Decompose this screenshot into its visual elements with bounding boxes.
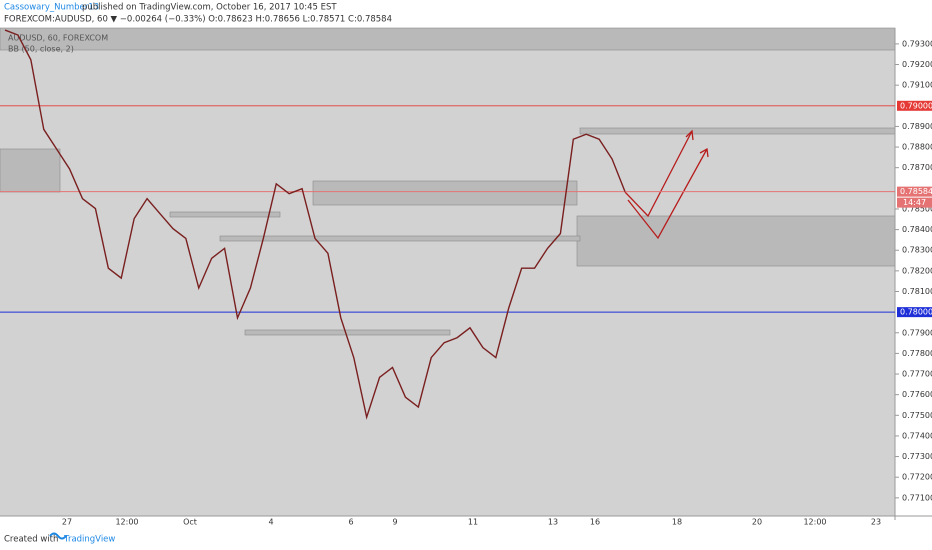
zones <box>0 27 896 336</box>
price-label: 0.78000 <box>900 308 932 317</box>
x-tick-label: 11 <box>468 518 478 527</box>
y-tick-label: 0.78700 <box>902 163 932 172</box>
footer-text: Created with <box>4 535 58 545</box>
y-tick-label: 0.79200 <box>902 60 932 69</box>
y-tick-label: 0.78800 <box>902 143 932 152</box>
price-label: 0.78584 <box>900 187 932 196</box>
price-line <box>4 29 626 420</box>
zone <box>579 127 896 135</box>
y-tick-label: 0.77100 <box>902 493 932 502</box>
y-tick-label: 0.78900 <box>902 122 932 131</box>
x-tick-label: 18 <box>672 518 682 527</box>
x-tick-label: 12:00 <box>803 518 826 527</box>
zone <box>219 235 581 242</box>
y-tick-label: 0.77600 <box>902 390 932 399</box>
x-tick-label: 27 <box>62 518 72 527</box>
legend: AUDUSD, 60, FOREXCOM <box>8 34 108 43</box>
y-tick-label: 0.77300 <box>902 452 932 461</box>
plot-area <box>0 28 895 516</box>
x-tick-label: Oct <box>183 518 197 527</box>
x-tick-label: 9 <box>392 518 397 527</box>
y-tick-label: 0.79100 <box>902 81 932 90</box>
x-tick-label: 13 <box>548 518 558 527</box>
x-tick-label: 23 <box>871 518 881 527</box>
y-tick-label: 0.77800 <box>902 349 932 358</box>
x-tick-label: 16 <box>590 518 600 527</box>
x-tick-label: 20 <box>752 518 762 527</box>
zone <box>576 215 896 267</box>
published: published on TradingView.com, October 16… <box>82 3 337 13</box>
zone <box>169 211 281 218</box>
y-tick-label: 0.78100 <box>902 287 932 296</box>
symbol-line: FOREXCOM:AUDUSD, 60 ▼ −0.00264 (−0.33%) … <box>4 15 392 25</box>
countdown-box <box>897 197 932 208</box>
zone <box>244 329 451 336</box>
author: Cassowary_Number13 <box>4 3 99 13</box>
price-label: 0.79000 <box>900 101 932 110</box>
zone <box>0 27 896 51</box>
y-tick-label: 0.78400 <box>902 225 932 234</box>
y-tick-label: 0.77900 <box>902 328 932 337</box>
arrow <box>624 130 693 218</box>
logo <box>49 532 67 540</box>
price-label-box <box>897 307 932 318</box>
y-tick-label: 0.77200 <box>902 473 932 482</box>
price-label-box <box>897 100 932 111</box>
zone <box>0 148 61 193</box>
arrow-head <box>699 147 709 158</box>
x-tick-label: 4 <box>268 518 273 527</box>
y-tick-label: 0.78200 <box>902 266 932 275</box>
arrow <box>627 148 708 240</box>
y-tick-label: 0.78300 <box>902 246 932 255</box>
arrows <box>624 129 709 240</box>
y-tick-label: 0.78500 <box>902 204 932 213</box>
x-tick-label: 6 <box>348 518 353 527</box>
price-label-box <box>897 186 932 197</box>
brand: TradingView <box>63 535 115 545</box>
countdown: 14:47 <box>903 198 926 207</box>
y-tick-label: 0.77400 <box>902 431 932 440</box>
zone <box>312 180 578 206</box>
y-tick-label: 0.77500 <box>902 411 932 420</box>
y-tick-label: 0.77700 <box>902 370 932 379</box>
x-tick-label: 12:00 <box>115 518 138 527</box>
y-tick-label: 0.79300 <box>902 39 932 48</box>
arrow-head <box>685 129 694 141</box>
legend: BB (50, close, 2) <box>8 45 74 54</box>
